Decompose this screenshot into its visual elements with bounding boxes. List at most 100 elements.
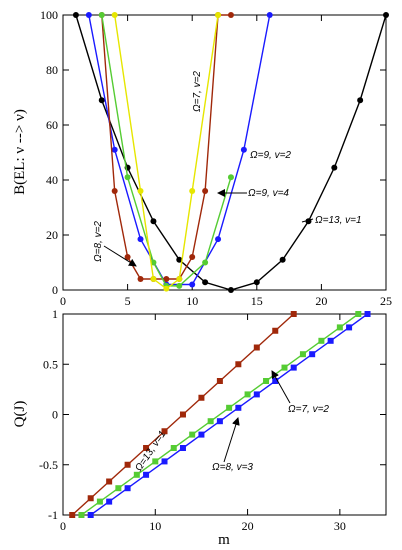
data-point xyxy=(163,276,170,282)
x-tick-label: 15 xyxy=(251,294,263,308)
x-tick-label: 25 xyxy=(380,294,392,308)
x-tick-label: 10 xyxy=(149,519,161,533)
y-tick-label: 20 xyxy=(46,228,58,242)
y-tick-label: 100 xyxy=(40,8,58,22)
data-point xyxy=(163,285,170,292)
y-tick-label: -0.5 xyxy=(39,458,58,472)
top-ylabel: B(EL: ν --> ν) xyxy=(12,109,28,195)
data-point xyxy=(115,485,122,492)
y-tick-label: 0.5 xyxy=(43,357,58,371)
data-point xyxy=(227,287,234,293)
data-point xyxy=(189,281,196,288)
series-line xyxy=(90,313,368,516)
annotation-omega7-v2-bottom: Ω=7, v=2 xyxy=(288,404,329,415)
data-point xyxy=(69,512,76,518)
data-point xyxy=(215,236,222,243)
data-point xyxy=(331,164,338,171)
x-tick-label: 30 xyxy=(334,519,346,533)
data-point xyxy=(357,97,364,104)
data-point xyxy=(150,276,157,282)
data-point xyxy=(72,12,79,18)
data-point xyxy=(253,279,260,286)
series-line xyxy=(81,313,359,516)
data-point xyxy=(161,458,168,465)
data-point xyxy=(137,276,144,282)
data-point xyxy=(281,364,288,371)
data-point xyxy=(215,12,222,18)
data-point xyxy=(290,311,297,317)
data-point xyxy=(98,12,105,18)
series-line xyxy=(113,14,219,290)
data-point xyxy=(253,344,260,351)
data-point xyxy=(179,445,186,451)
data-point xyxy=(226,404,233,411)
x-tick-label: 0 xyxy=(60,294,66,308)
y-tick-label: 40 xyxy=(46,173,58,187)
data-point xyxy=(124,485,131,492)
data-point xyxy=(189,431,196,438)
data-point xyxy=(272,327,279,334)
data-point xyxy=(143,445,150,451)
y-tick-label: 0 xyxy=(52,408,58,422)
data-point xyxy=(176,282,183,289)
data-point xyxy=(266,12,273,18)
data-point xyxy=(179,411,186,418)
data-point xyxy=(85,12,92,18)
data-point xyxy=(253,391,260,398)
annotation-arrow-omega8-v3-bottom xyxy=(223,417,240,463)
data-point xyxy=(216,418,223,425)
data-point xyxy=(152,458,159,465)
bottom-ylabel: Q(J) xyxy=(12,401,28,428)
data-point xyxy=(244,391,251,398)
data-point xyxy=(198,431,205,438)
y-tick-label: -1 xyxy=(48,508,58,522)
bottom-plot: 0 10 20 30 -1 -0.5 0 0.5 1 xyxy=(39,307,386,533)
annotation-omega13-v1-bottom: Ω=13, v=1 xyxy=(133,429,168,474)
data-point xyxy=(124,174,131,181)
data-point xyxy=(150,218,157,225)
data-point xyxy=(87,512,94,518)
series-line xyxy=(75,14,387,291)
x-tick-label: 20 xyxy=(242,519,254,533)
data-point xyxy=(111,146,118,153)
y-tick-label: 80 xyxy=(46,63,58,77)
x-tick-label: 0 xyxy=(60,519,66,533)
data-point xyxy=(111,188,118,194)
y-tick-label: 1 xyxy=(52,307,58,321)
data-point xyxy=(198,394,205,401)
data-point xyxy=(124,254,131,260)
data-point xyxy=(240,146,247,153)
data-point xyxy=(235,361,242,368)
data-point xyxy=(309,351,316,358)
data-point xyxy=(216,378,223,384)
data-point xyxy=(176,256,183,263)
x-tick-label: 10 xyxy=(186,294,198,308)
annotation-omega9-v4: Ω=9, v=4 xyxy=(248,188,289,199)
data-point xyxy=(137,188,144,194)
data-point xyxy=(161,428,168,435)
data-point xyxy=(170,445,177,451)
annotation-omega7-v2: Ω=7, v=2 xyxy=(192,71,203,112)
data-point xyxy=(227,174,234,181)
data-point xyxy=(227,12,234,18)
data-point xyxy=(327,337,334,344)
annotation-omega8-v3-bottom: Ω=8, v=3 xyxy=(212,462,253,473)
y-tick-label: 60 xyxy=(46,118,58,132)
data-point xyxy=(202,259,209,266)
data-point xyxy=(202,279,209,286)
data-point xyxy=(279,256,286,263)
bottom-xlabel: m xyxy=(218,532,230,548)
data-point xyxy=(263,378,270,384)
x-tick-label: 5 xyxy=(125,294,131,308)
data-point xyxy=(87,495,94,502)
annotation-line-omega13-v1 xyxy=(301,218,314,223)
data-point xyxy=(78,512,85,518)
data-point xyxy=(106,478,113,485)
y-tick-label: 0 xyxy=(52,283,58,297)
data-point xyxy=(133,471,140,478)
annotation-arrow-omega8-v2 xyxy=(103,245,137,267)
x-tick-label: 20 xyxy=(315,294,327,308)
annotation-omega13-v1: Ω=13, v=1 xyxy=(315,215,362,226)
data-point xyxy=(318,337,325,344)
